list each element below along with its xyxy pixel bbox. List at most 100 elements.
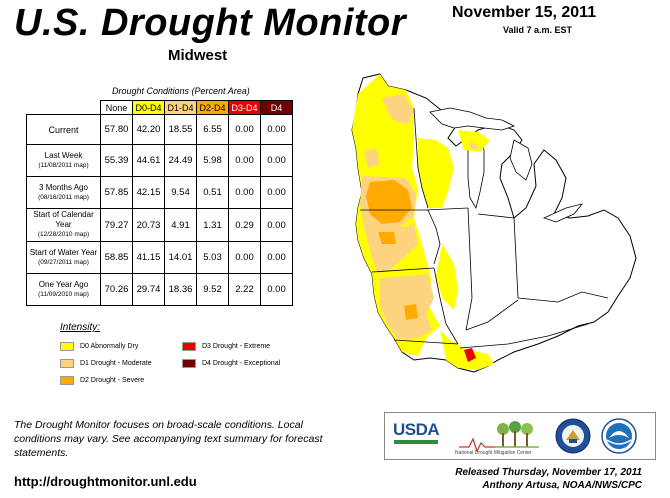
author: Anthony Artusa, NOAA/NWS/CPC bbox=[482, 480, 642, 491]
table-cell: 42.15 bbox=[132, 176, 165, 209]
table-row: Start of Water Year (09/27/2011 map) 58.8… bbox=[26, 241, 293, 274]
border-ia-mo bbox=[371, 267, 435, 273]
table-row: Start of Calendar Year (12/28/2010 map) 7… bbox=[26, 208, 293, 242]
page-title: U.S. Drought Monitor bbox=[14, 2, 407, 44]
table-cell: 18.36 bbox=[164, 273, 197, 306]
state-borders bbox=[360, 107, 609, 349]
table-cell: 0.29 bbox=[228, 208, 261, 242]
row-label: 3 Months Ago (08/16/2011 map) bbox=[26, 176, 101, 209]
usda-logo-bar bbox=[394, 440, 438, 444]
site-url[interactable]: http://droughtmonitor.unl.edu bbox=[14, 474, 197, 489]
border-oh-ky bbox=[517, 291, 609, 303]
table-corner bbox=[27, 101, 101, 115]
legend-item-d2: D2 Drought - Severe bbox=[60, 376, 144, 385]
row-label: Start of Water Year (09/27/2011 map) bbox=[26, 241, 101, 274]
d0-illinois-region bbox=[436, 244, 458, 310]
ndmc-logo-text: National Drought Mitigation Center bbox=[455, 450, 532, 456]
legend-swatch bbox=[60, 359, 74, 368]
noaa-logo-icon bbox=[601, 418, 637, 454]
border-in-oh bbox=[513, 217, 519, 299]
legend-title: Intensity: bbox=[60, 322, 101, 333]
table-row: One Year Ago (11/09/2010 map) 70.26 29.74… bbox=[26, 273, 293, 306]
table-cell: 44.61 bbox=[132, 144, 165, 177]
border-ky-south bbox=[459, 323, 589, 349]
border-in-ky bbox=[465, 299, 519, 331]
table-caption: Drought Conditions (Percent Area) bbox=[112, 86, 250, 96]
table-cell: 0.51 bbox=[196, 176, 229, 209]
row-label: Current bbox=[26, 114, 101, 145]
d3-south-spot bbox=[464, 348, 476, 362]
drought-map bbox=[351, 73, 637, 373]
col-header-d3-d4: D3-D4 bbox=[228, 100, 261, 115]
release-date: Released Thursday, November 17, 2011 bbox=[455, 467, 642, 478]
release-info: Released Thursday, November 17, 2011 Ant… bbox=[428, 466, 642, 492]
legend-swatch bbox=[182, 342, 196, 351]
table-cell: 0.00 bbox=[228, 241, 261, 274]
legend-item-d3: D3 Drought - Extreme bbox=[182, 342, 270, 351]
table-cell: 18.55 bbox=[164, 114, 197, 145]
col-header-d4: D4 bbox=[260, 100, 293, 115]
table-cell: 0.00 bbox=[260, 208, 293, 242]
table-cell: 55.39 bbox=[100, 144, 133, 177]
row-label: Last Week (11/08/2011 map) bbox=[26, 144, 101, 177]
table-cell: 0.00 bbox=[260, 114, 293, 145]
legend-swatch bbox=[60, 342, 74, 351]
border-il-mo bbox=[433, 267, 459, 345]
d1-minnesota-w bbox=[364, 148, 380, 168]
table-cell: 0.00 bbox=[228, 176, 261, 209]
d1-iowa-region bbox=[364, 224, 418, 274]
col-header-none: None bbox=[100, 100, 133, 115]
table-cell: 58.85 bbox=[100, 241, 133, 274]
table-cell: 0.00 bbox=[228, 114, 261, 145]
row-label: One Year Ago (11/09/2010 map) bbox=[26, 273, 101, 306]
table-cell: 57.85 bbox=[100, 176, 133, 209]
d1-minnesota-ne bbox=[382, 94, 414, 124]
table-cell: 42.20 bbox=[132, 114, 165, 145]
table-cell: 5.03 bbox=[196, 241, 229, 274]
border-il-in bbox=[465, 207, 473, 331]
col-header-d0-d4: D0-D4 bbox=[132, 100, 165, 115]
valid-time: Valid 7 a.m. EST bbox=[503, 25, 573, 35]
commerce-seal-icon bbox=[555, 418, 591, 454]
legend-item-d4: D4 Drought - Exceptional bbox=[182, 359, 280, 368]
table-cell: 2.22 bbox=[228, 273, 261, 306]
table-cell: 0.00 bbox=[260, 176, 293, 209]
drought-conditions-table: None D0-D4 D1-D4 D2-D4 D3-D4 D4 Current … bbox=[26, 100, 293, 306]
table-row: 3 Months Ago (08/16/2011 map) 57.85 42.15… bbox=[26, 176, 293, 209]
d2-missouri-spot bbox=[404, 304, 418, 320]
map-date: November 15, 2011 bbox=[452, 4, 597, 21]
legend-item-d1: D1 Drought - Moderate bbox=[60, 359, 152, 368]
d2-minnesota-region bbox=[366, 180, 412, 224]
table-cell: 70.26 bbox=[100, 273, 133, 306]
col-header-d2-d4: D2-D4 bbox=[196, 100, 229, 115]
table-row: Current 57.80 42.20 18.55 6.55 0.00 0.00 bbox=[26, 114, 293, 145]
table-cell: 9.52 bbox=[196, 273, 229, 306]
row-label: Start of Calendar Year (12/28/2010 map) bbox=[26, 208, 101, 242]
border-mi-in bbox=[477, 213, 515, 219]
table-cell: 20.73 bbox=[132, 208, 165, 242]
border-mo-south bbox=[393, 339, 459, 345]
d2-iowa-spot bbox=[378, 232, 396, 244]
legend-swatch bbox=[182, 359, 196, 368]
col-header-d1-d4: D1-D4 bbox=[164, 100, 197, 115]
table-cell: 29.74 bbox=[132, 273, 165, 306]
table-cell: 14.01 bbox=[164, 241, 197, 274]
table-cell: 24.49 bbox=[164, 144, 197, 177]
table-cell: 0.00 bbox=[228, 144, 261, 177]
partner-logos: USDA National Drought Mitigation Center bbox=[384, 412, 656, 460]
border-mn-wi bbox=[413, 107, 429, 209]
d1-michigan-spot bbox=[470, 142, 478, 150]
lake-huron bbox=[509, 139, 533, 181]
table-cell: 0.00 bbox=[260, 273, 293, 306]
table-cell: 41.15 bbox=[132, 241, 165, 274]
table-cell: 6.55 bbox=[196, 114, 229, 145]
ndmc-logo-icon bbox=[459, 421, 539, 453]
footer-note: The Drought Monitor focuses on broad-sca… bbox=[14, 419, 323, 459]
border-ia-il bbox=[427, 209, 441, 265]
usda-logo: USDA bbox=[393, 420, 440, 439]
table-cell: 79.27 bbox=[100, 208, 133, 242]
table-cell: 1.31 bbox=[196, 208, 229, 242]
table-cell: 4.91 bbox=[164, 208, 197, 242]
lake-erie bbox=[542, 203, 584, 223]
border-il-wi bbox=[425, 207, 469, 211]
